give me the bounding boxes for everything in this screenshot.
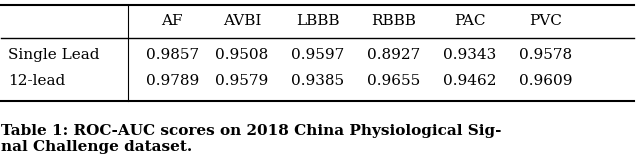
Text: 12-lead: 12-lead [8, 74, 65, 88]
Text: 0.8927: 0.8927 [367, 48, 420, 62]
Text: RBBB: RBBB [371, 14, 416, 28]
Text: 0.9462: 0.9462 [443, 74, 497, 88]
Text: 0.9578: 0.9578 [519, 48, 572, 62]
Text: PAC: PAC [454, 14, 485, 28]
Text: Table 1: ROC-AUC scores on 2018 China Physiological Sig-
nal Challenge dataset.: Table 1: ROC-AUC scores on 2018 China Ph… [1, 124, 502, 154]
Text: 0.9343: 0.9343 [443, 48, 496, 62]
Text: Single Lead: Single Lead [8, 48, 99, 62]
Text: AVBI: AVBI [223, 14, 261, 28]
Text: 0.9857: 0.9857 [146, 48, 199, 62]
Text: 0.9789: 0.9789 [145, 74, 199, 88]
Text: PVC: PVC [529, 14, 562, 28]
Text: 0.9655: 0.9655 [367, 74, 420, 88]
Text: 0.9508: 0.9508 [215, 48, 268, 62]
Text: LBBB: LBBB [296, 14, 339, 28]
Text: 0.9385: 0.9385 [291, 74, 344, 88]
Text: 0.9597: 0.9597 [291, 48, 344, 62]
Text: 0.9579: 0.9579 [215, 74, 268, 88]
Text: AF: AF [161, 14, 183, 28]
Text: 0.9609: 0.9609 [519, 74, 572, 88]
